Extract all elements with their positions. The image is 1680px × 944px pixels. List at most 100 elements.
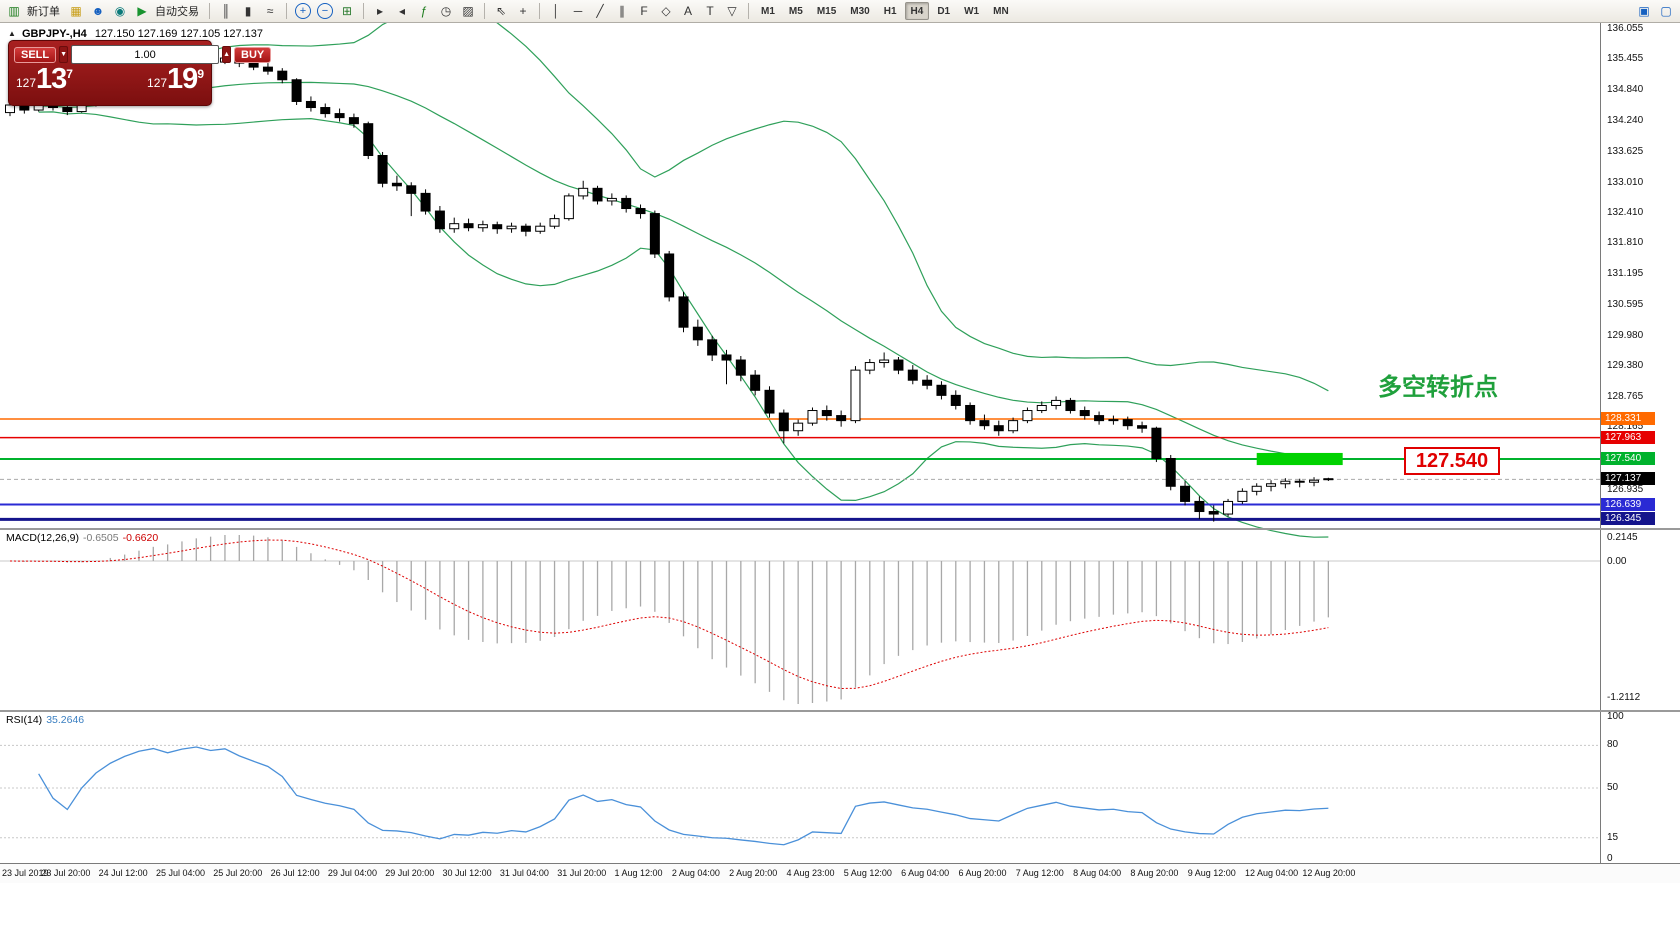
buy-price[interactable]: 127 19 9 [147, 64, 204, 94]
autotrading-icon[interactable]: ▶ [137, 4, 147, 18]
time-label: 9 Aug 12:00 [1187, 868, 1236, 878]
arrows-icon[interactable]: ▽ [727, 4, 737, 18]
volume-down-button[interactable]: ▼ [59, 46, 69, 63]
candle [348, 117, 359, 125]
price-scale[interactable]: 136.055 135.455 134.840 134.240 133.625 133.0… [1600, 23, 1680, 864]
sell-button[interactable]: SELL [14, 46, 57, 63]
timeframe-w1-button[interactable]: W1 [958, 2, 985, 20]
autotrading-label[interactable]: 自动交易 [155, 6, 199, 18]
price-scale-tick: 126.935 [1607, 483, 1644, 495]
indicators-icon[interactable]: ƒ [420, 4, 428, 18]
time-label: 23 Jul 2019 [2, 868, 49, 878]
equidistant-channel-icon[interactable]: ∥ [619, 4, 625, 18]
text-label-icon[interactable]: T [706, 4, 714, 18]
volume-up-button[interactable]: ▲ [222, 46, 231, 63]
candle [277, 70, 288, 81]
candlestick-icon[interactable]: ▮ [244, 4, 252, 18]
line-chart-icon[interactable]: ≈ [266, 4, 274, 18]
rsi-panel-splitter[interactable] [0, 710, 1680, 712]
candle [406, 185, 417, 194]
collapse-trade-panel-icon[interactable]: ▲ [8, 29, 16, 38]
candle [678, 296, 689, 328]
bollinger-middle-line [38, 81, 1329, 465]
chart-canvas[interactable] [0, 23, 1680, 944]
fibonacci-icon[interactable]: F [640, 4, 648, 18]
window-layout-icon[interactable]: ▢ [1660, 4, 1672, 18]
vertical-line-icon[interactable]: │ [552, 4, 560, 18]
price-scale-tick: 135.455 [1607, 53, 1644, 65]
toolbar-separator [286, 3, 287, 19]
new-chart-icon[interactable]: ▣ [1638, 4, 1650, 18]
time-label: 25 Jul 04:00 [155, 868, 205, 878]
timeframe-m15-button[interactable]: M15 [811, 2, 842, 20]
candle [922, 379, 933, 386]
candle [320, 107, 331, 115]
candle [1094, 415, 1105, 422]
volume-input[interactable] [71, 45, 220, 64]
candle [1151, 427, 1162, 460]
time-axis[interactable]: 23 Jul 2019 23 Jul 20:00 24 Jul 12:00 25 Ju… [0, 863, 1680, 883]
shapes-icon[interactable]: ◇ [661, 4, 671, 18]
time-label: 5 Aug 12:00 [843, 868, 892, 878]
candle [936, 384, 947, 396]
periods-icon[interactable]: ◷ [440, 4, 452, 18]
trendline-icon[interactable]: ╱ [596, 4, 604, 18]
macd-name: MACD(12,26,9) [6, 532, 79, 544]
candle [979, 420, 990, 427]
symbol-ohlc-line: GBPJPY-,H4 127.150 127.169 127.105 127.13… [22, 28, 263, 40]
text-icon[interactable]: A [683, 4, 692, 18]
chart-shift-icon[interactable]: ◂ [398, 4, 406, 18]
timeframe-m5-button[interactable]: M5 [783, 2, 809, 20]
price-scale-tick: 134.840 [1607, 84, 1644, 96]
current-price-badge: 127.137 [1601, 472, 1655, 486]
candle [291, 79, 302, 102]
cursor-icon[interactable]: ⇖ [495, 4, 507, 18]
candle [248, 62, 259, 68]
profile-icon[interactable]: ☻ [91, 4, 105, 18]
toolbar-separator [539, 3, 540, 19]
candle [635, 208, 646, 215]
candle [1266, 483, 1277, 487]
new-order-icon[interactable]: ▥ [8, 4, 20, 18]
timeframe-mn-button[interactable]: MN [987, 2, 1015, 20]
timeframe-m1-button[interactable]: M1 [755, 2, 781, 20]
candle [721, 354, 732, 361]
templates-icon[interactable]: ▨ [462, 4, 474, 18]
timeframe-h4-button[interactable]: H4 [904, 2, 930, 20]
sell-price[interactable]: 127 13 7 [16, 64, 73, 94]
price-level-badge: 127.963 [1601, 430, 1655, 444]
candle [606, 197, 617, 202]
horizontal-line-icon[interactable]: ─ [573, 4, 583, 18]
zoom-out-icon[interactable]: − [317, 3, 333, 19]
buy-button[interactable]: BUY [234, 46, 272, 63]
timeframe-d1-button[interactable]: D1 [931, 2, 956, 20]
auto-scroll-icon[interactable]: ▸ [376, 4, 384, 18]
time-label: 2 Aug 04:00 [671, 868, 720, 878]
bar-chart-icon[interactable]: ║ [221, 4, 231, 18]
price-scale-tick: 136.055 [1607, 23, 1644, 34]
candle [1208, 511, 1219, 515]
candle [377, 155, 388, 184]
highlight-rectangle[interactable] [1256, 452, 1343, 466]
crosshair-icon[interactable]: + [519, 4, 527, 18]
zoom-in-icon[interactable]: + [295, 3, 311, 19]
price-scale-tick: 129.980 [1607, 329, 1644, 341]
candle [778, 412, 789, 432]
timeframe-m30-button[interactable]: M30 [844, 2, 875, 20]
candle [1051, 399, 1062, 406]
timeframe-h1-button[interactable]: H1 [878, 2, 903, 20]
macd-signal-value: -0.6620 [122, 532, 159, 544]
macd-panel-splitter[interactable] [0, 528, 1680, 530]
tile-windows-icon[interactable]: ⊞ [341, 4, 353, 18]
market-watch-icon[interactable]: ◉ [114, 4, 126, 18]
price-scale-tick: 128.165 [1607, 421, 1644, 433]
history-center-icon[interactable]: ▦ [70, 4, 82, 18]
macd-scale-label: 0.00 [1607, 556, 1627, 567]
symbol-label: GBPJPY-,H4 [22, 28, 87, 40]
new-order-label[interactable]: 新订单 [27, 6, 60, 18]
candle [750, 374, 761, 391]
price-tag-annotation: 127.540 [1404, 447, 1500, 475]
candle [535, 225, 546, 232]
candle [1280, 480, 1291, 485]
candle [764, 389, 775, 414]
